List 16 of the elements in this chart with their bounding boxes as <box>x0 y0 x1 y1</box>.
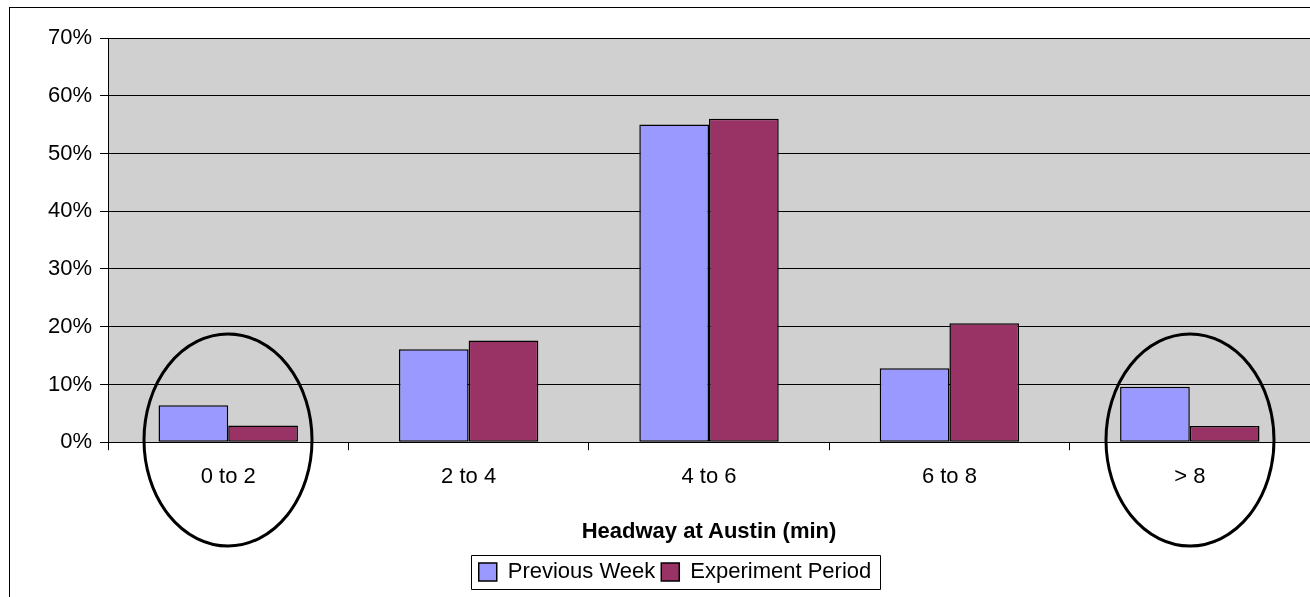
y-tick-label: 40% <box>47 197 93 223</box>
x-tick-label: 6 to 8 <box>921 463 977 489</box>
x-tick-label: > 8 <box>1174 463 1206 489</box>
y-tick-label: 10% <box>47 370 93 396</box>
y-tick-label: 30% <box>47 255 93 281</box>
y-tick-label: 60% <box>47 81 93 107</box>
y-tick-label: 0% <box>60 428 93 454</box>
legend-label: Experiment Period <box>690 558 872 584</box>
y-tick-label: 70% <box>47 24 93 50</box>
legend-label: Previous Week <box>507 558 657 584</box>
x-axis-title: Headway at Austin (min) <box>581 517 837 543</box>
x-tick-label: 0 to 2 <box>200 463 256 489</box>
y-tick-label: 20% <box>47 312 93 338</box>
y-tick-label: 50% <box>47 139 93 165</box>
x-tick-label: 2 to 4 <box>441 463 497 489</box>
x-tick-label: 4 to 6 <box>681 463 737 489</box>
